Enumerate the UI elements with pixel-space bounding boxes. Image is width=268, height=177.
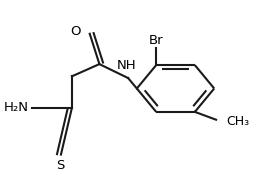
Text: S: S bbox=[57, 159, 65, 172]
Text: Br: Br bbox=[149, 34, 163, 47]
Text: NH: NH bbox=[117, 59, 137, 72]
Text: O: O bbox=[70, 24, 81, 38]
Text: CH₃: CH₃ bbox=[226, 115, 249, 128]
Text: H₂N: H₂N bbox=[3, 101, 28, 114]
